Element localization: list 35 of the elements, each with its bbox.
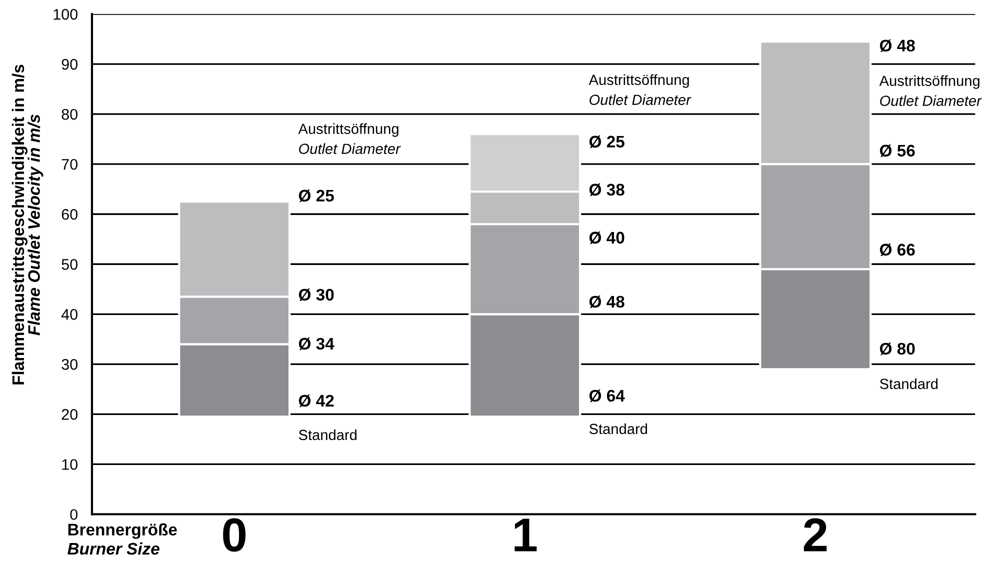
- annotation: Ø 66: [880, 243, 915, 256]
- annotation: Ø 34: [298, 337, 334, 350]
- y-axis-title: Flammenaustrittsgeschwindigkeit in m/s Flame Outlet Velocity in m/s: [12, 64, 44, 384]
- annotation: Ø 42: [298, 394, 334, 408]
- annotation: Austrittsöffnung Outlet Diameter: [879, 75, 982, 106]
- annotation: Standard: [589, 423, 648, 434]
- annotation: Austrittsöffnung Outlet Diameter: [588, 74, 692, 105]
- x-tick-label: 0: [223, 518, 246, 552]
- annotation: Ø 48: [589, 295, 624, 308]
- annotation: Ø 56: [880, 144, 915, 158]
- y-tick-label: 20: [62, 409, 78, 420]
- annotation: Ø 80: [880, 342, 915, 356]
- y-tick-label: 50: [62, 259, 78, 270]
- annotation: Austrittsöffnung Outlet Diameter: [298, 123, 401, 154]
- y-tick-label: 40: [61, 309, 78, 320]
- annotation: Ø 40: [589, 231, 624, 244]
- y-tick-label: 10: [62, 459, 78, 470]
- y-tick-label: 30: [62, 359, 78, 370]
- x-axis-title: Brennergröße Burner Size: [68, 523, 177, 555]
- y-tick-label: 90: [62, 58, 78, 70]
- annotation: Standard: [880, 378, 938, 390]
- x-tick-label: 2: [804, 518, 827, 552]
- y-tick-label: 100: [54, 8, 78, 20]
- y-tick-label: 60: [62, 208, 78, 220]
- annotation: Ø 64: [589, 390, 625, 402]
- annotation: Ø 25: [298, 189, 334, 202]
- y-tick-label: 70: [62, 158, 78, 170]
- x-tick-label: 1: [514, 518, 537, 552]
- annotation: Ø 38: [589, 183, 624, 196]
- annotation: Ø 30: [298, 288, 334, 302]
- annotation: Standard: [298, 429, 356, 440]
- annotation: Ø 25: [589, 135, 624, 148]
- annotation: Ø 48: [880, 39, 915, 52]
- y-tick-label: 80: [62, 108, 78, 120]
- y-tick-label: 0: [70, 509, 78, 520]
